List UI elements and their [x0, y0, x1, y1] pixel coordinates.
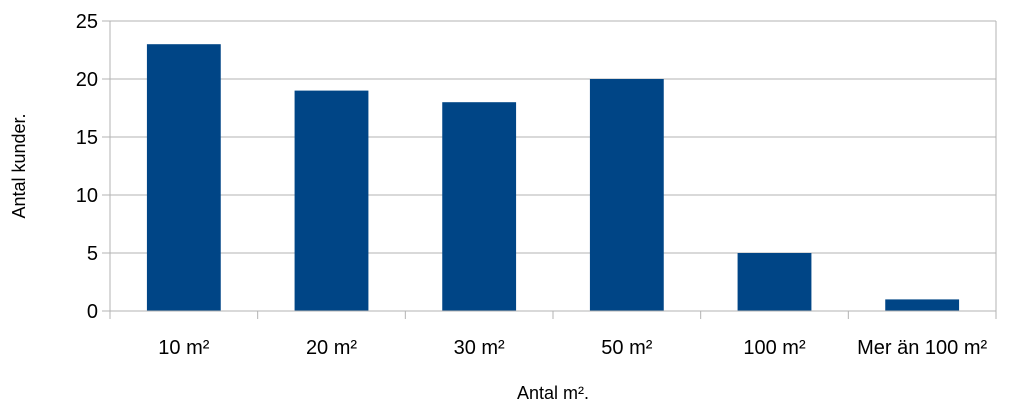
- bar-5: [737, 253, 812, 311]
- y-tick-label: 15: [76, 127, 98, 149]
- x-axis-title: Antal m².: [517, 383, 589, 403]
- x-tick-label: 100 m²: [743, 337, 806, 359]
- bar-2: [294, 90, 369, 311]
- y-tick-label: 5: [87, 243, 98, 265]
- x-tick-label: 30 m²: [454, 337, 505, 359]
- x-tick-label: 50 m²: [601, 337, 652, 359]
- y-tick-labels: 0 5 10 15 20 25: [76, 11, 98, 323]
- bar-1: [146, 44, 221, 311]
- x-tick-label: 10 m²: [158, 337, 209, 359]
- x-tick-labels: 10 m² 20 m² 30 m² 50 m² 100 m² Mer än 100 m²: [158, 337, 987, 359]
- y-tick-label: 10: [76, 185, 98, 207]
- x-tick-label: 20 m²: [306, 337, 357, 359]
- y-axis-title: Antal kunder.: [9, 113, 29, 218]
- bar-3: [442, 102, 517, 311]
- bar-6: [885, 299, 960, 311]
- bar-4: [589, 79, 664, 311]
- grid-lines: [110, 20, 996, 312]
- bars: [146, 44, 960, 311]
- x-tick-label: Mer än 100 m²: [857, 337, 987, 359]
- y-tick-label: 20: [76, 69, 98, 91]
- y-tick-label: 0: [87, 301, 98, 323]
- axes: [102, 20, 997, 319]
- y-tick-label: 25: [76, 11, 98, 33]
